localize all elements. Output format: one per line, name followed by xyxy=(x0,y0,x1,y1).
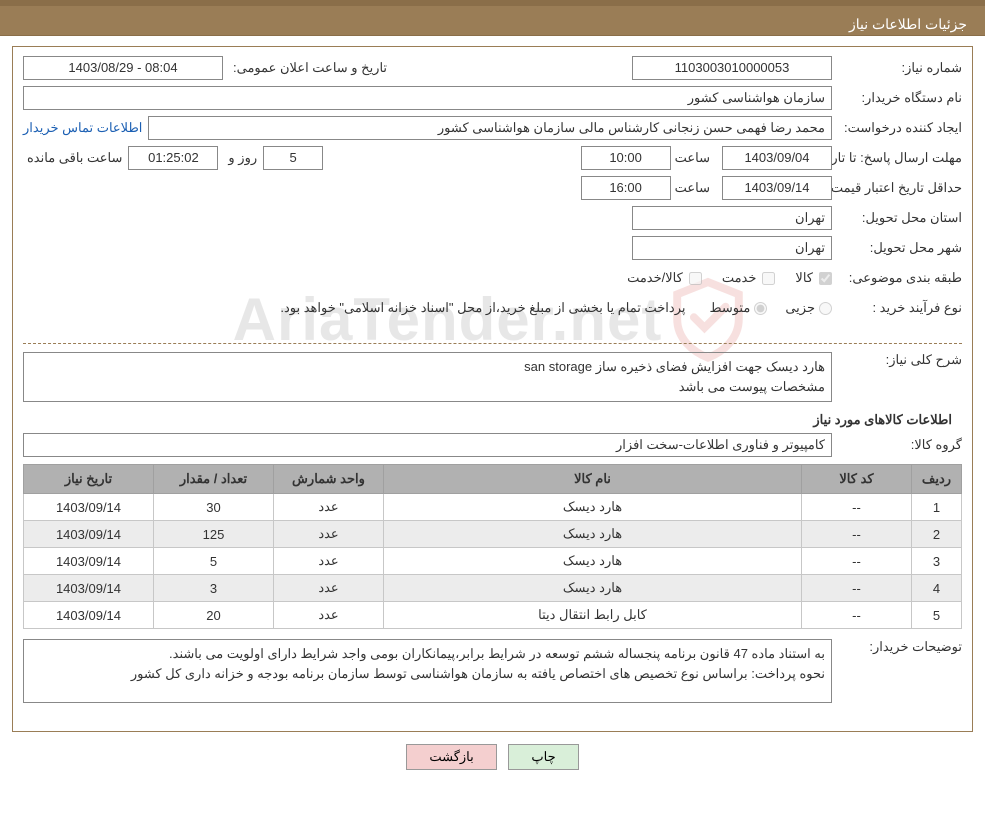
table-cell: هارد دیسک xyxy=(384,548,802,575)
class-both-lbl: کالا/خدمت xyxy=(627,270,683,286)
proc-medium-lbl: متوسط xyxy=(709,300,750,316)
province-value: تهران xyxy=(632,206,832,230)
table-row: 4--هارد دیسکعدد31403/09/14 xyxy=(24,575,962,602)
city-label: شهر محل تحویل: xyxy=(832,240,962,256)
countdown-value: 01:25:02 xyxy=(128,146,218,170)
min-valid-time: 16:00 xyxy=(581,176,671,200)
need-no-label: شماره نیاز: xyxy=(832,60,962,76)
class-service-lbl: خدمت xyxy=(722,270,757,286)
days-remaining: 5 xyxy=(263,146,323,170)
col-row: ردیف xyxy=(912,465,962,494)
table-cell: 5 xyxy=(912,602,962,629)
requester-label: ایجاد کننده درخواست: xyxy=(832,120,962,136)
province-label: استان محل تحویل: xyxy=(832,210,962,226)
col-qty: تعداد / مقدار xyxy=(154,465,274,494)
buyer-notes-value: به استناد ماده 47 قانون برنامه پنجساله ش… xyxy=(23,639,832,703)
deadline-time: 10:00 xyxy=(581,146,671,170)
table-cell: -- xyxy=(802,548,912,575)
table-cell: -- xyxy=(802,575,912,602)
table-cell: عدد xyxy=(274,575,384,602)
min-valid-label: حداقل تاریخ اعتبار قیمت: تا تاریخ: xyxy=(832,180,962,196)
deadline-date: 1403/09/04 xyxy=(722,146,832,170)
table-cell: 125 xyxy=(154,521,274,548)
table-cell: 4 xyxy=(912,575,962,602)
table-cell: 1403/09/14 xyxy=(24,548,154,575)
table-cell: 2 xyxy=(912,521,962,548)
button-row: چاپ بازگشت xyxy=(0,744,985,778)
table-cell: هارد دیسک xyxy=(384,575,802,602)
items-header-row: ردیف کد کالا نام کالا واحد شمارش تعداد /… xyxy=(24,465,962,494)
class-label: طبقه بندی موضوعی: xyxy=(832,270,962,286)
deadline-label: مهلت ارسال پاسخ: تا تاریخ: xyxy=(832,150,962,166)
city-value: تهران xyxy=(632,236,832,260)
table-cell: 30 xyxy=(154,494,274,521)
table-cell: 1403/09/14 xyxy=(24,521,154,548)
print-button[interactable]: چاپ xyxy=(508,744,578,770)
items-table: ردیف کد کالا نام کالا واحد شمارش تعداد /… xyxy=(23,464,962,629)
table-cell: 1 xyxy=(912,494,962,521)
requester-value: محمد رضا فهمی حسن زنجانی کارشناس مالی سا… xyxy=(148,116,832,140)
need-no-value: 1103003010000053 xyxy=(632,56,832,80)
announce-value: 08:04 - 1403/08/29 xyxy=(23,56,223,80)
col-code: کد کالا xyxy=(802,465,912,494)
back-button[interactable]: بازگشت xyxy=(406,744,496,770)
table-cell: -- xyxy=(802,521,912,548)
group-value: کامپیوتر و فناوری اطلاعات-سخت افزار xyxy=(23,433,832,457)
main-panel: شماره نیاز: 1103003010000053 تاریخ و ساع… xyxy=(12,46,973,732)
table-row: 5--کابل رابط انتقال دیتاعدد201403/09/14 xyxy=(24,602,962,629)
proc-small-lbl: جزیی xyxy=(785,300,815,316)
table-cell: -- xyxy=(802,494,912,521)
proc-small-radio xyxy=(819,302,832,315)
table-cell: 20 xyxy=(154,602,274,629)
table-cell: عدد xyxy=(274,602,384,629)
time-label-2: ساعت xyxy=(671,180,710,196)
table-cell: عدد xyxy=(274,548,384,575)
group-label: گروه کالا: xyxy=(832,437,962,453)
table-cell: 3 xyxy=(154,575,274,602)
table-cell: عدد xyxy=(274,521,384,548)
proc-medium-radio xyxy=(754,302,767,315)
table-cell: عدد xyxy=(274,494,384,521)
class-service-chk xyxy=(762,272,775,285)
table-cell: کابل رابط انتقال دیتا xyxy=(384,602,802,629)
buyer-notes-label: توضیحات خریدار: xyxy=(832,639,962,655)
countdown-label: ساعت باقی مانده xyxy=(23,150,122,166)
col-unit: واحد شمارش xyxy=(274,465,384,494)
buyer-org-value: سازمان هواشناسی کشور xyxy=(23,86,832,110)
desc-label: شرح کلی نیاز: xyxy=(832,352,962,368)
table-cell: 1403/09/14 xyxy=(24,575,154,602)
table-cell: 5 xyxy=(154,548,274,575)
col-name: نام کالا xyxy=(384,465,802,494)
class-both-chk xyxy=(689,272,702,285)
table-cell: هارد دیسک xyxy=(384,494,802,521)
proc-type-label: نوع فرآیند خرید : xyxy=(832,300,962,316)
buyer-contact-link[interactable]: اطلاعات تماس خریدار xyxy=(23,120,142,136)
announce-label: تاریخ و ساعت اعلان عمومی: xyxy=(229,60,387,76)
class-goods-chk xyxy=(819,272,832,285)
table-cell: 1403/09/14 xyxy=(24,602,154,629)
class-goods-lbl: کالا xyxy=(795,270,813,286)
table-row: 3--هارد دیسکعدد51403/09/14 xyxy=(24,548,962,575)
min-valid-date: 1403/09/14 xyxy=(722,176,832,200)
table-cell: 1403/09/14 xyxy=(24,494,154,521)
table-row: 1--هارد دیسکعدد301403/09/14 xyxy=(24,494,962,521)
time-label-1: ساعت xyxy=(671,150,710,166)
table-cell: -- xyxy=(802,602,912,629)
desc-value: هارد دیسک جهت افزایش فضای ذخیره ساز san … xyxy=(23,352,832,402)
panel-header: جزئیات اطلاعات نیاز xyxy=(0,0,985,36)
days-label: روز و xyxy=(224,150,257,166)
buyer-org-label: نام دستگاه خریدار: xyxy=(832,90,962,106)
col-date: تاریخ نیاز xyxy=(24,465,154,494)
table-row: 2--هارد دیسکعدد1251403/09/14 xyxy=(24,521,962,548)
table-cell: 3 xyxy=(912,548,962,575)
goods-info-title: اطلاعات کالاهای مورد نیاز xyxy=(23,412,952,428)
table-cell: هارد دیسک xyxy=(384,521,802,548)
payment-note: پرداخت تمام یا بخشی از مبلغ خرید،از محل … xyxy=(280,300,691,316)
